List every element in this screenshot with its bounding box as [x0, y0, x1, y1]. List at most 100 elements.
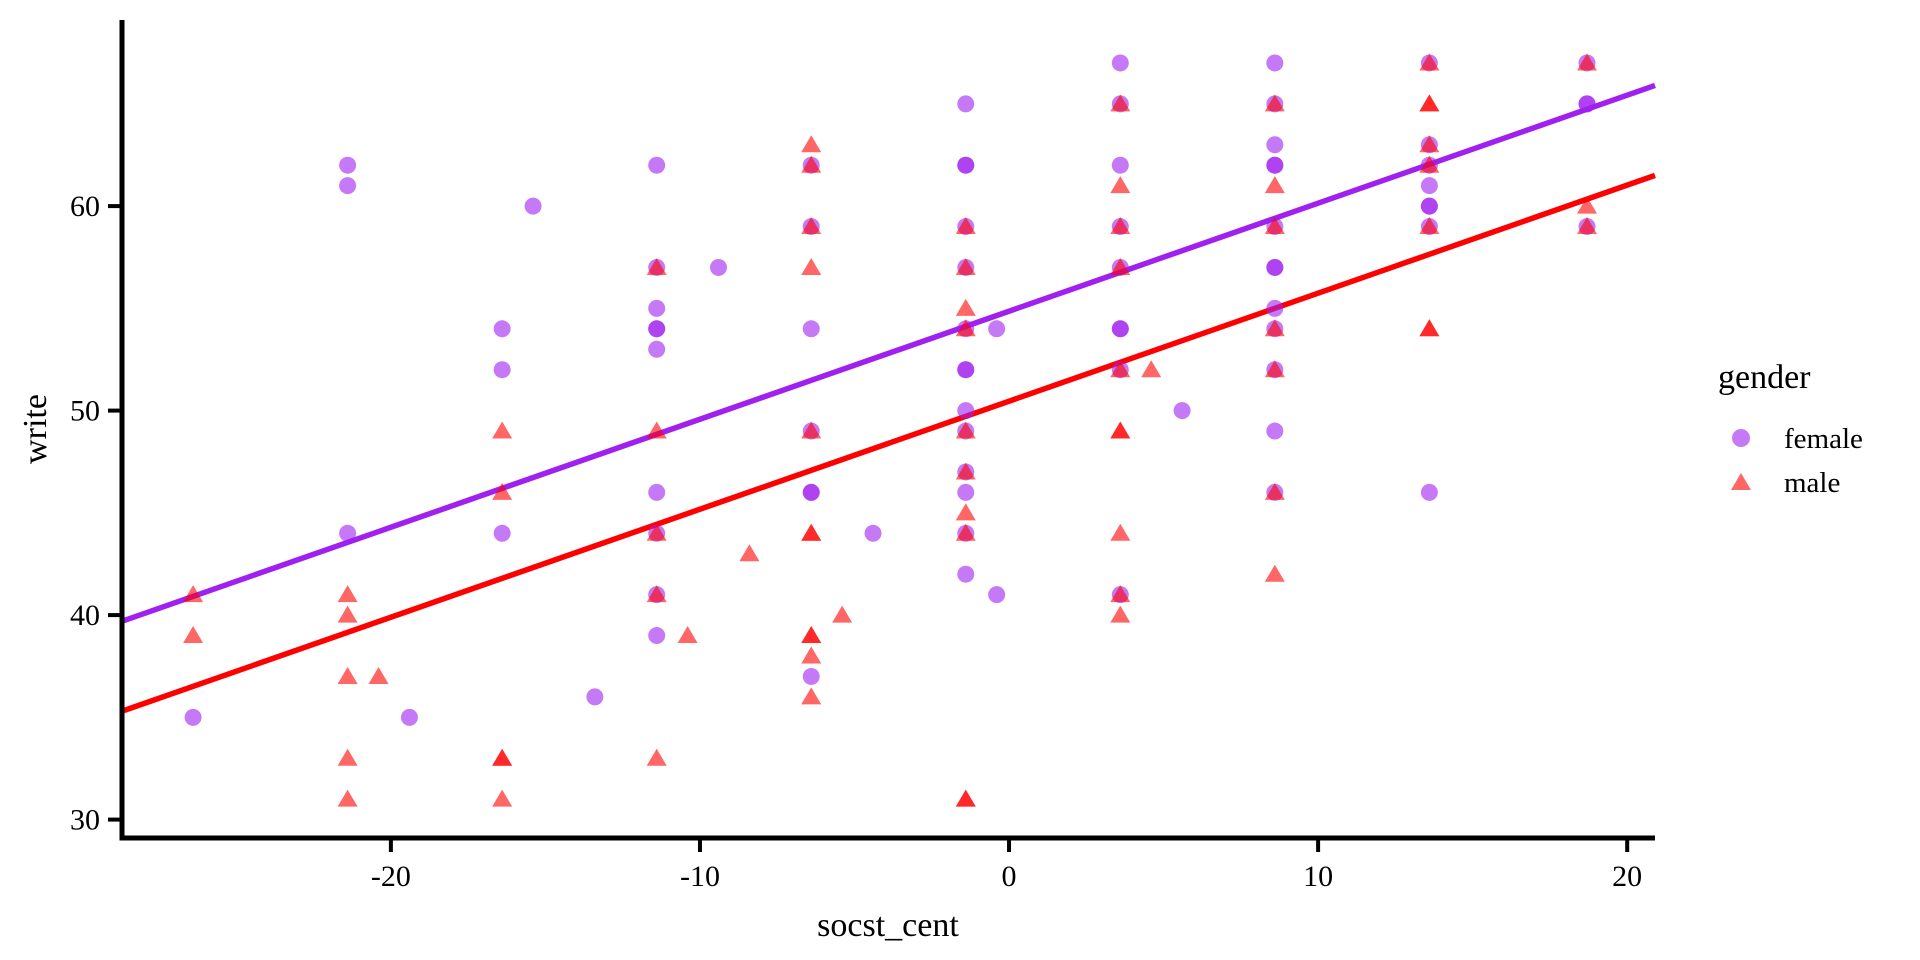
- x-axis: -20 -10 0 10 20: [119, 835, 1655, 893]
- data-point-female: [1420, 177, 1438, 195]
- data-point-male: [646, 257, 667, 275]
- data-point-male: [1419, 53, 1440, 71]
- data-point-female: [648, 483, 666, 501]
- data-point-male: [832, 605, 853, 623]
- data-point-male: [955, 257, 976, 275]
- data-point-male: [1264, 319, 1285, 337]
- x-axis-ticks: -20 -10 0 10 20: [371, 838, 1642, 893]
- data-point-female: [339, 177, 357, 195]
- x-tick-label: 0: [1002, 860, 1017, 893]
- data-point-female: [339, 524, 357, 542]
- legend-title: gender: [1718, 359, 1811, 396]
- data-point-female: [802, 667, 820, 685]
- data-point-female: [957, 361, 975, 379]
- data-point-male: [1264, 360, 1285, 378]
- data-point-male: [646, 421, 667, 439]
- data-point-female: [1578, 95, 1596, 113]
- data-point-male: [1577, 217, 1598, 235]
- data-point-male: [337, 666, 358, 684]
- data-point-male: [801, 257, 822, 275]
- x-axis-title: socst_cent: [817, 907, 959, 944]
- y-axis-title: write: [17, 394, 54, 464]
- data-point-male: [801, 217, 822, 235]
- scatter-points-female: [184, 54, 1596, 726]
- data-point-male: [801, 626, 822, 644]
- data-point-male: [739, 544, 760, 562]
- data-point-female: [648, 299, 666, 317]
- data-point-female: [493, 320, 511, 338]
- data-point-female: [524, 197, 542, 215]
- data-point-female: [957, 402, 975, 420]
- data-point-male: [1419, 217, 1440, 235]
- data-point-female: [957, 95, 975, 113]
- data-point-female: [957, 156, 975, 174]
- x-tick-label: 10: [1303, 860, 1333, 893]
- data-point-male: [1419, 94, 1440, 112]
- data-point-male: [1419, 135, 1440, 153]
- data-point-male: [955, 421, 976, 439]
- data-point-male: [1110, 257, 1131, 275]
- legend-label-male: male: [1784, 467, 1840, 499]
- male-triangle-icon: [1731, 473, 1751, 490]
- data-point-male: [368, 666, 389, 684]
- data-point-male: [1110, 217, 1131, 235]
- data-point-female: [493, 361, 511, 379]
- y-tick-label: 30: [70, 804, 100, 837]
- data-point-male: [1264, 564, 1285, 582]
- data-point-female: [988, 586, 1006, 604]
- data-point-male: [955, 319, 976, 337]
- data-point-female: [184, 708, 202, 726]
- data-point-female: [400, 708, 418, 726]
- data-point-male: [492, 789, 513, 807]
- data-point-female: [648, 156, 666, 174]
- data-point-male: [1264, 217, 1285, 235]
- data-point-female: [1111, 54, 1129, 72]
- data-point-male: [337, 605, 358, 623]
- data-point-male: [1110, 605, 1131, 623]
- data-point-male: [801, 646, 822, 664]
- data-point-female: [648, 320, 666, 338]
- data-point-male: [801, 135, 822, 153]
- data-point-female: [802, 320, 820, 338]
- data-point-female: [1420, 197, 1438, 215]
- data-point-male: [1110, 176, 1131, 194]
- regression-line-female: [121, 82, 1656, 624]
- regression-line-male: [121, 172, 1656, 714]
- data-point-male: [337, 748, 358, 766]
- scatter-points: [183, 53, 1598, 807]
- data-point-male: [646, 585, 667, 603]
- x-tick-label: -10: [680, 860, 720, 893]
- data-point-male: [1264, 176, 1285, 194]
- legend-entry-male: male: [1731, 467, 1840, 499]
- y-axis: 30 40 50 60: [70, 20, 125, 838]
- data-point-male: [955, 503, 976, 521]
- data-point-female: [988, 320, 1006, 338]
- data-point-female: [1266, 156, 1284, 174]
- data-point-male: [955, 462, 976, 480]
- regression-lines: [121, 82, 1656, 714]
- data-point-male: [1110, 585, 1131, 603]
- y-tick-label: 60: [70, 190, 100, 223]
- data-point-female: [648, 340, 666, 358]
- data-point-female: [1266, 54, 1284, 72]
- y-axis-ticks: 30 40 50 60: [70, 190, 122, 837]
- data-point-female: [802, 483, 820, 501]
- data-point-male: [955, 298, 976, 316]
- x-tick-label: 20: [1612, 860, 1642, 893]
- data-point-female: [1266, 299, 1284, 317]
- data-point-male: [801, 523, 822, 541]
- data-point-male: [955, 217, 976, 235]
- y-tick-label: 50: [70, 395, 100, 428]
- data-point-female: [1111, 156, 1129, 174]
- data-point-male: [1110, 94, 1131, 112]
- data-point-female: [957, 483, 975, 501]
- data-point-male: [337, 789, 358, 807]
- female-circle-icon: [1732, 429, 1750, 447]
- data-point-female: [1111, 320, 1129, 338]
- data-point-male: [955, 789, 976, 807]
- data-point-female: [1420, 483, 1438, 501]
- data-point-female: [1266, 258, 1284, 276]
- data-point-male: [646, 748, 667, 766]
- data-point-male: [1110, 523, 1131, 541]
